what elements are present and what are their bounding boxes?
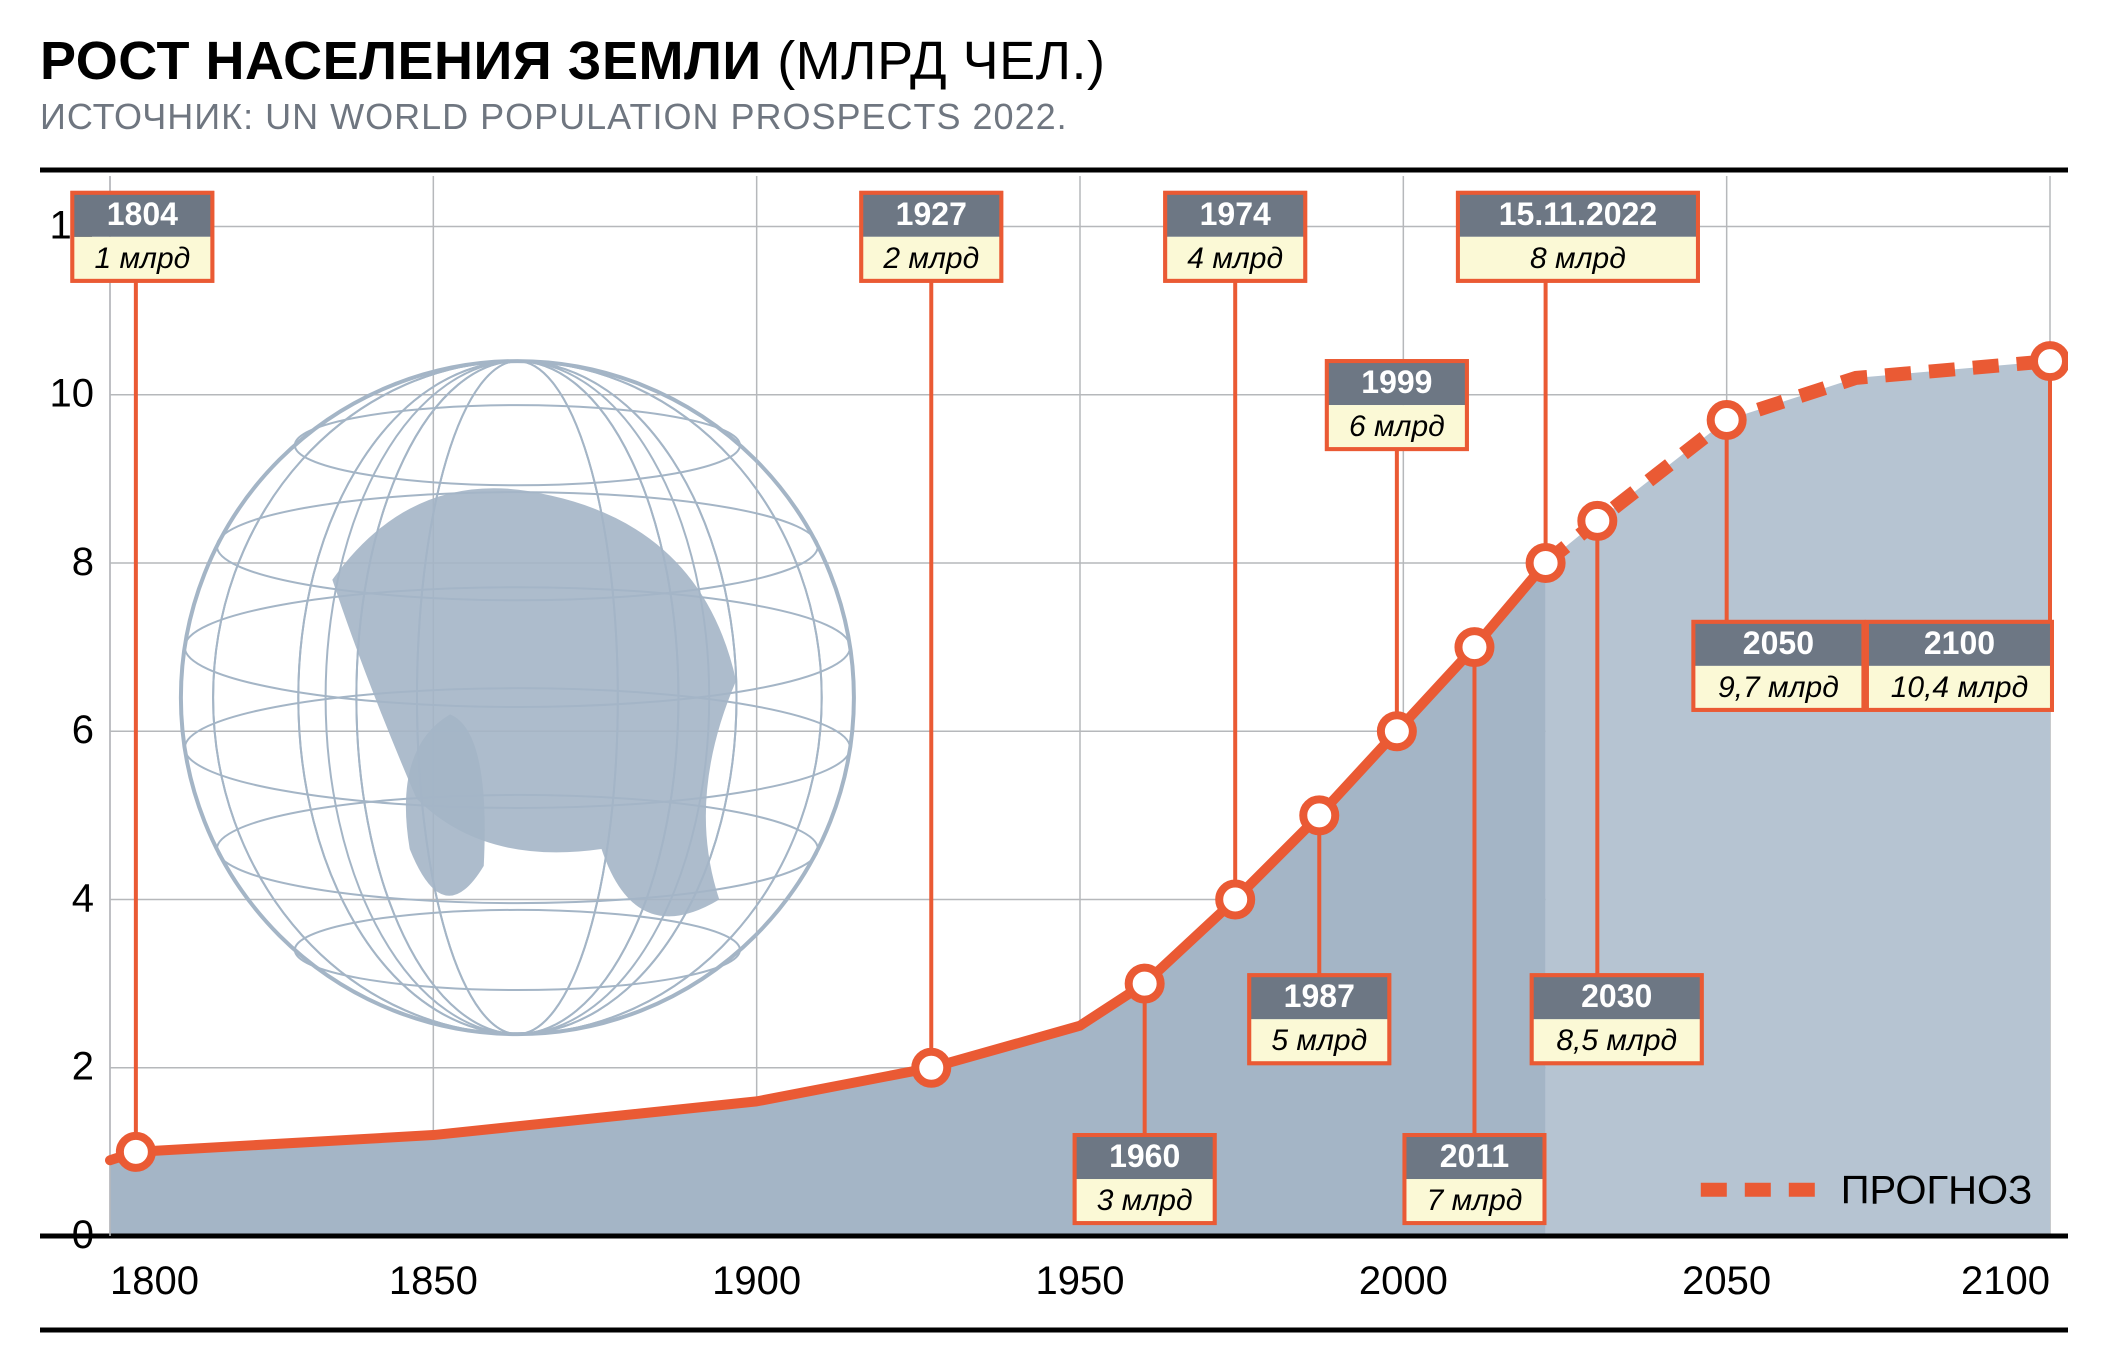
callout: 1987 5 млрд xyxy=(1249,975,1389,1063)
callout: 2050 9,7 млрд xyxy=(1693,622,1863,710)
data-marker xyxy=(915,1052,947,1084)
data-marker xyxy=(1711,404,1743,436)
callout-year: 1927 xyxy=(896,196,967,232)
legend-label: ПРОГНОЗ xyxy=(1841,1169,2032,1213)
x-tick-label: 2100 xyxy=(1961,1259,2050,1303)
subtitle: ИСТОЧНИК: UN WORLD POPULATION PROSPECTS … xyxy=(40,96,2068,138)
callout-year: 1960 xyxy=(1109,1138,1180,1174)
title-bold: РОСТ НАСЕЛЕНИЯ ЗЕМЛИ xyxy=(40,31,762,91)
callout: 1804 1 млрд xyxy=(72,193,212,281)
title-unit: (МЛРД ЧЕЛ.) xyxy=(762,31,1106,91)
y-tick-label: 4 xyxy=(72,876,94,920)
callout: 2100 10,4 млрд xyxy=(1867,622,2052,710)
callout-value: 9,7 млрд xyxy=(1718,671,1839,704)
y-tick-label: 0 xyxy=(72,1213,94,1257)
callout-value: 6 млрд xyxy=(1349,410,1445,443)
callout: 15.11.2022 8 млрд xyxy=(1458,193,1698,281)
callout-year: 2030 xyxy=(1581,978,1652,1014)
callout-value: 4 млрд xyxy=(1187,242,1283,275)
y-tick-label: 2 xyxy=(72,1045,94,1089)
chart: 0246810121800185019001950200020502100180… xyxy=(40,156,2068,1341)
callout: 1960 3 млрд xyxy=(1075,1135,1215,1223)
x-tick-label: 1900 xyxy=(712,1259,801,1303)
callout: 1927 2 млрд xyxy=(861,193,1001,281)
callout-value: 10,4 млрд xyxy=(1891,671,2028,704)
population-chart: 0246810121800185019001950200020502100180… xyxy=(40,156,2068,1336)
callout-year: 1974 xyxy=(1200,196,1271,232)
globe-illustration xyxy=(181,361,854,1034)
x-tick-label: 1850 xyxy=(389,1259,478,1303)
callout-value: 1 млрд xyxy=(94,242,190,275)
data-marker xyxy=(2034,345,2066,377)
callout-year: 2100 xyxy=(1924,625,1995,661)
callout: 2011 7 млрд xyxy=(1404,1135,1544,1223)
x-tick-label: 1800 xyxy=(110,1259,199,1303)
page-title: РОСТ НАСЕЛЕНИЯ ЗЕМЛИ (МЛРД ЧЕЛ.) xyxy=(40,30,2068,92)
callout-year: 1987 xyxy=(1284,978,1355,1014)
y-tick-label: 8 xyxy=(72,540,94,584)
x-tick-label: 2000 xyxy=(1359,1259,1448,1303)
callout: 1974 4 млрд xyxy=(1165,193,1305,281)
callout-value: 8,5 млрд xyxy=(1556,1024,1677,1057)
data-marker xyxy=(1129,968,1161,1000)
data-marker xyxy=(1303,799,1335,831)
callout-year: 1999 xyxy=(1361,364,1432,400)
callout-value: 7 млрд xyxy=(1427,1184,1523,1217)
y-tick-label: 10 xyxy=(50,372,95,416)
callout-year: 1804 xyxy=(107,196,178,232)
callout-value: 3 млрд xyxy=(1097,1184,1193,1217)
callout-value: 5 млрд xyxy=(1271,1024,1367,1057)
data-marker xyxy=(1458,631,1490,663)
callout-year: 2050 xyxy=(1743,625,1814,661)
data-marker xyxy=(120,1136,152,1168)
callout: 1999 6 млрд xyxy=(1327,361,1467,449)
x-tick-label: 1950 xyxy=(1036,1259,1125,1303)
data-marker xyxy=(1581,505,1613,537)
callout-value: 2 млрд xyxy=(882,242,979,275)
callout: 2030 8,5 млрд xyxy=(1532,975,1702,1063)
x-tick-label: 2050 xyxy=(1682,1259,1771,1303)
data-marker xyxy=(1530,547,1562,579)
data-marker xyxy=(1381,715,1413,747)
callout-year: 2011 xyxy=(1440,1138,1509,1174)
callout-year: 15.11.2022 xyxy=(1499,196,1657,232)
callout-value: 8 млрд xyxy=(1530,242,1626,275)
y-tick-label: 6 xyxy=(72,708,94,752)
data-marker xyxy=(1219,883,1251,915)
